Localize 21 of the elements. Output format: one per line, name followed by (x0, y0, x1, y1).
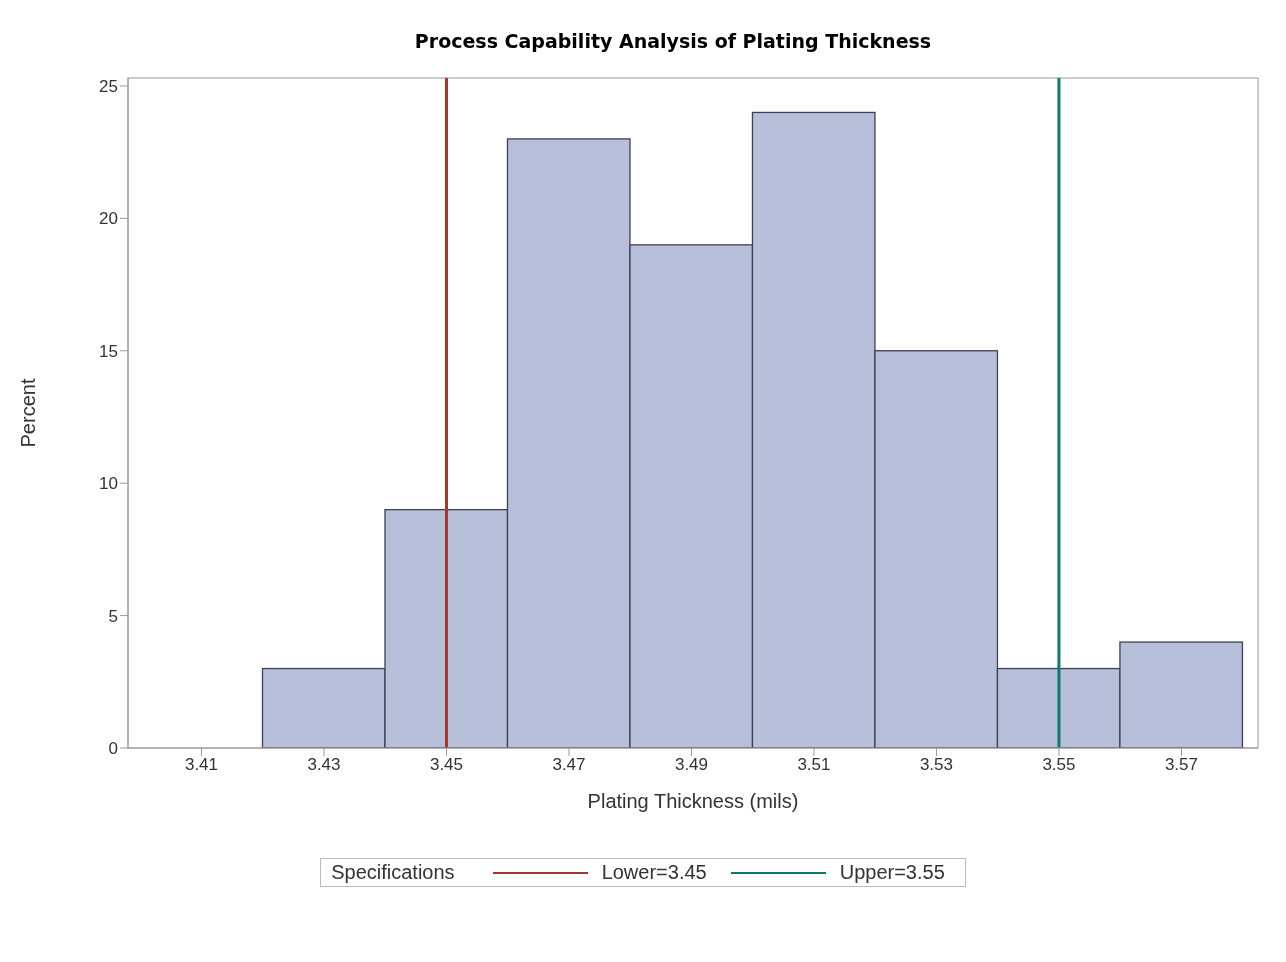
x-axis-title: Plating Thickness (mils) (587, 790, 799, 812)
x-tick-label: 3.49 (674, 755, 709, 775)
x-tick-label: 3.47 (552, 755, 586, 775)
y-tick-label: 25 (99, 76, 118, 96)
legend-label: Upper=3.55 (839, 861, 945, 884)
x-tick-label: 3.43 (307, 755, 341, 775)
x-tick-label: 3.55 (1042, 755, 1076, 775)
y-tick-label: 0 (108, 739, 118, 759)
x-tick-label: 3.53 (919, 755, 953, 775)
chart-title: Process Capability Analysis of Plating Thickness (414, 30, 932, 52)
y-axis-title: Percent (17, 378, 40, 448)
y-tick-label: 20 (99, 209, 118, 229)
x-tick-label: 3.51 (797, 755, 831, 775)
legend-label: Lower=3.45 (601, 861, 707, 884)
x-tick-label: 3.41 (184, 755, 219, 775)
y-tick-label: 15 (99, 341, 118, 361)
legend-title: Specifications (331, 861, 455, 884)
y-tick-label: 5 (108, 606, 118, 626)
x-tick-label: 3.45 (429, 755, 464, 775)
x-tick-label: 3.57 (1164, 755, 1198, 775)
y-tick-label: 10 (99, 474, 118, 494)
